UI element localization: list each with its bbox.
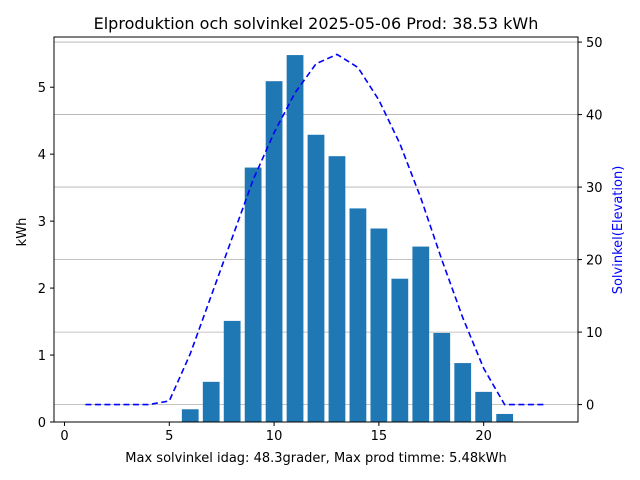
x-tick-label: 15 xyxy=(371,429,388,444)
chart-title: Elproduktion och solvinkel 2025-05-06 Pr… xyxy=(94,14,539,33)
elevation-line xyxy=(85,53,547,406)
bar xyxy=(433,332,451,422)
x-tick-label: 5 xyxy=(165,429,173,444)
bar xyxy=(265,81,283,422)
bar xyxy=(181,409,199,422)
bar xyxy=(370,228,388,422)
x-axis-label: Max solvinkel idag: 48.3grader, Max prod… xyxy=(125,451,506,466)
y2-tick-label: 20 xyxy=(586,254,603,269)
bar xyxy=(412,246,430,422)
y2-tick-label: 0 xyxy=(586,399,594,414)
y2-tick-label: 50 xyxy=(586,36,603,51)
x-tick-label: 20 xyxy=(475,429,492,444)
y2-tick-label: 40 xyxy=(586,109,603,124)
y-tick-label: 0 xyxy=(38,416,46,431)
bar-series xyxy=(181,55,514,423)
y2-tick-label: 10 xyxy=(586,326,603,341)
x-tick-label: 0 xyxy=(60,429,68,444)
y-tick-label: 2 xyxy=(38,282,46,297)
bar xyxy=(496,413,514,422)
bar xyxy=(454,363,472,422)
bar xyxy=(475,391,493,422)
y-tick-label: 5 xyxy=(38,81,46,96)
y2-axis-label: Solvinkel(Elevation) xyxy=(611,166,626,295)
y-tick-label: 1 xyxy=(38,349,46,364)
elevation-series xyxy=(85,53,547,406)
bar xyxy=(244,167,262,422)
y-tick-label: 4 xyxy=(38,148,46,163)
bar xyxy=(202,381,220,422)
bar xyxy=(328,156,346,422)
bar xyxy=(391,278,409,422)
bar xyxy=(223,320,241,422)
bar xyxy=(286,55,304,423)
y-axis-label: kWh xyxy=(15,218,30,247)
bar xyxy=(349,208,367,422)
y2-tick-label: 30 xyxy=(586,181,603,196)
bar xyxy=(307,134,325,422)
plot-frame xyxy=(53,36,579,423)
y-tick-label: 3 xyxy=(38,215,46,230)
x-tick-label: 10 xyxy=(266,429,283,444)
